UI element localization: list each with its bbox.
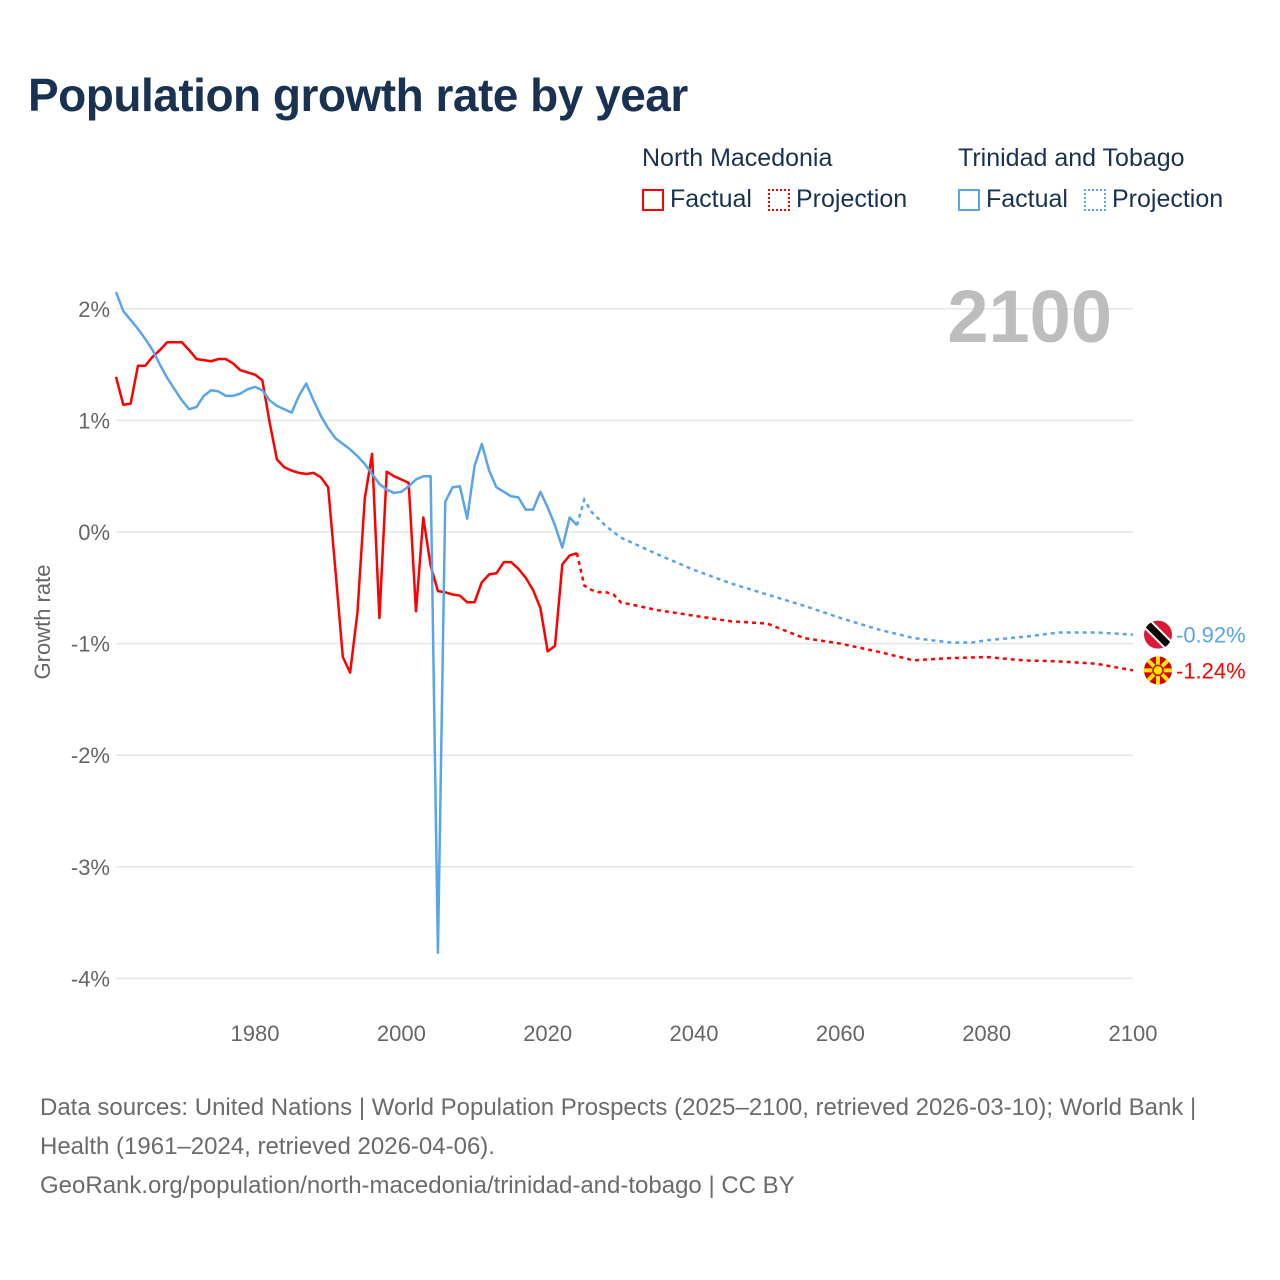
legend-swatch-dotted: [1083, 188, 1106, 211]
y-tick-label: -2%: [71, 743, 110, 768]
x-tick-label: 2020: [523, 1021, 572, 1046]
series-line-factual: [114, 291, 578, 954]
x-tick-label: 2080: [962, 1021, 1011, 1046]
legend-swatch-dotted: [767, 188, 790, 211]
y-tick-label: 0%: [78, 520, 110, 545]
y-axis-label: Growth rate: [30, 565, 55, 680]
y-tick-label: -4%: [71, 966, 110, 991]
chart-title: Population growth rate by year: [28, 69, 688, 121]
legend-swatch-solid: [958, 188, 980, 211]
legend-country: Trinidad and Tobago: [958, 144, 1185, 172]
legend-label: Projection: [1111, 185, 1224, 213]
legend-item-factual[interactable]: Factual: [642, 185, 752, 214]
legend-north-macedonia: North Macedonia Factual Projection: [642, 144, 907, 214]
x-tick-label: 2060: [816, 1021, 865, 1046]
x-tick-label: 1980: [231, 1021, 280, 1046]
end-value-label: -1.24%: [1176, 658, 1246, 683]
source-link[interactable]: GeoRank.org/population/north-macedonia/t…: [40, 1172, 795, 1199]
y-tick-label: 1%: [78, 408, 110, 433]
x-tick-label: 2000: [377, 1021, 426, 1046]
y-tick-label: -1%: [71, 632, 110, 657]
x-tick-label: 2040: [670, 1021, 719, 1046]
series-line-factual: [114, 341, 578, 674]
flag-stripe: [1144, 620, 1172, 649]
legend-label: Factual: [670, 185, 752, 213]
series-line-projection: [575, 496, 1134, 644]
series-line-projection: [575, 552, 1134, 672]
legend-label: Projection: [795, 185, 908, 213]
footer: Data sources: United Nations | World Pop…: [40, 1088, 1240, 1205]
legend-trinidad-and-tobago: Trinidad and Tobago Factual Projection: [958, 144, 1223, 214]
x-tick-label: 2100: [1109, 1021, 1158, 1046]
legend-item-projection[interactable]: Projection: [1083, 185, 1224, 214]
legend-item-factual[interactable]: Factual: [958, 185, 1068, 214]
y-tick-label: -3%: [71, 855, 110, 880]
flag-sun: [1152, 664, 1164, 677]
legend-item-projection[interactable]: Projection: [767, 185, 908, 214]
end-value-label: -0.92%: [1176, 623, 1246, 648]
legend-label: Factual: [986, 185, 1068, 213]
y-tick-label: 2%: [78, 297, 110, 322]
legend-swatch-solid: [642, 188, 664, 211]
year-label: 2100: [947, 275, 1112, 358]
legend-country: North Macedonia: [642, 144, 833, 172]
data-sources: Data sources: United Nations | World Pop…: [40, 1094, 1197, 1160]
chart-plot: 2% 1% 0% -1% -2% -3% -4% 1980 2000 2020 2040 2060 20…: [30, 275, 1246, 1046]
